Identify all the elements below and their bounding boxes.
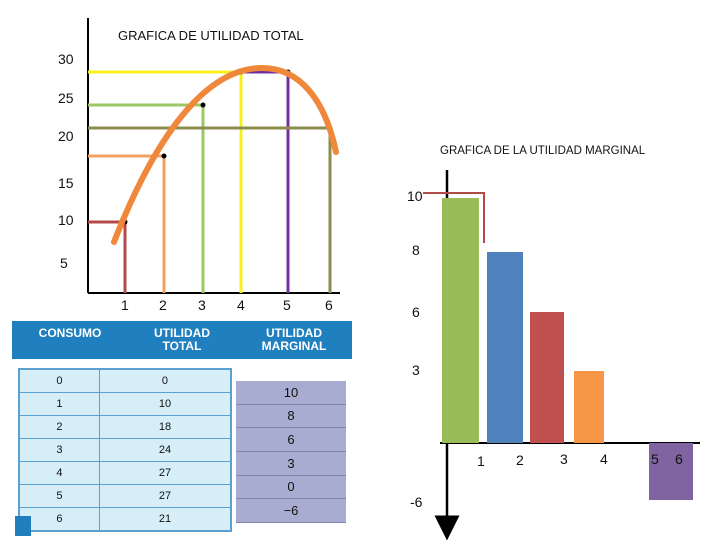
um-bar-4 <box>574 371 604 443</box>
um-y-tick-10: 10 <box>407 188 423 204</box>
um-y-tick-6: 6 <box>412 304 420 320</box>
tu-y-tick-5: 5 <box>60 255 68 271</box>
cell-consumo: 1 <box>19 392 100 417</box>
table-row: 6 <box>236 427 346 452</box>
tu-y-tick-25: 25 <box>58 90 74 106</box>
cell-consumo: 2 <box>19 415 100 440</box>
tu-x-tick-4: 4 <box>237 297 245 313</box>
um-y-tick-3: 3 <box>412 362 420 378</box>
tu-x-tick-1: 1 <box>121 297 129 313</box>
tu-y-tick-10: 10 <box>58 212 74 228</box>
table-row: 1 10 <box>19 392 231 417</box>
cell-total: 10 <box>99 392 231 417</box>
cell-consumo: 4 <box>19 461 100 485</box>
tu-curve <box>111 64 339 245</box>
um-y-tick-8: 8 <box>412 242 420 258</box>
cell-consumo: 3 <box>19 438 100 462</box>
table-row: 4 27 <box>19 461 231 485</box>
table-left: 0 0 1 10 2 18 3 24 4 27 5 27 6 21 <box>18 368 232 532</box>
total-utility-title: GRAFICA DE UTILIDAD TOTAL <box>118 28 304 43</box>
cell-marginal: 6 <box>236 427 346 452</box>
um-x-tick-1: 1 <box>477 453 485 469</box>
cell-total: 24 <box>99 438 231 462</box>
table-row: 10 <box>236 381 346 405</box>
um-y-tick-neg6: -6 <box>410 494 423 510</box>
table-row: 2 18 <box>19 415 231 440</box>
cell-marginal: 8 <box>236 404 346 429</box>
cell-consumo: 5 <box>19 484 100 508</box>
tu-point-3 <box>200 102 206 108</box>
header-utilidad-marginal: UTILIDAD MARGINAL <box>261 326 327 353</box>
um-x-tick-5: 5 <box>651 451 659 467</box>
tu-x-tick-5: 5 <box>283 297 291 313</box>
table-row: 0 <box>236 475 346 500</box>
cell-marginal: −6 <box>236 498 346 523</box>
cell-marginal: 0 <box>236 475 346 500</box>
cell-total: 21 <box>99 507 231 532</box>
bottom-left-accent <box>15 516 31 536</box>
table-row: 5 27 <box>19 484 231 508</box>
um-x-tick-4: 4 <box>600 451 608 467</box>
um-bar-3 <box>530 312 564 443</box>
table-row: 3 24 <box>19 438 231 462</box>
cell-total: 18 <box>99 415 231 440</box>
um-bar-6 <box>649 443 693 500</box>
cell-total: 0 <box>99 369 231 394</box>
cell-consumo: 0 <box>19 369 100 394</box>
um-x-tick-2: 2 <box>516 452 524 468</box>
tu-point-2 <box>161 153 167 159</box>
um-bar-1 <box>442 198 479 443</box>
tu-x-tick-3: 3 <box>198 297 206 313</box>
table-row: −6 <box>236 498 346 523</box>
tu-x-tick-2: 2 <box>159 297 167 313</box>
um-x-tick-6: 6 <box>675 451 683 467</box>
header-utilidad-total: UTILIDAD TOTAL <box>154 326 210 353</box>
tu-y-tick-30: 30 <box>58 51 74 67</box>
um-x-tick-3: 3 <box>560 451 568 467</box>
table-row: 6 21 <box>19 507 231 532</box>
tu-y-tick-20: 20 <box>58 128 74 144</box>
table-row: 8 <box>236 404 346 429</box>
table-header-bar <box>12 321 352 359</box>
marginal-utility-title: GRAFICA DE LA UTILIDAD MARGINAL <box>440 145 646 157</box>
um-bar-2 <box>487 252 523 443</box>
table-row: 3 <box>236 451 346 476</box>
cell-marginal: 3 <box>236 451 346 476</box>
cell-marginal: 10 <box>236 381 346 405</box>
tu-y-tick-15: 15 <box>58 175 74 191</box>
um-bracket <box>423 192 485 243</box>
cell-consumo: 6 <box>19 507 100 532</box>
cell-total: 27 <box>99 484 231 508</box>
tu-x-tick-6: 6 <box>325 297 333 313</box>
header-consumo: CONSUMO <box>38 326 102 340</box>
cell-total: 27 <box>99 461 231 485</box>
table-right: 10 8 6 3 0 −6 <box>236 381 346 523</box>
